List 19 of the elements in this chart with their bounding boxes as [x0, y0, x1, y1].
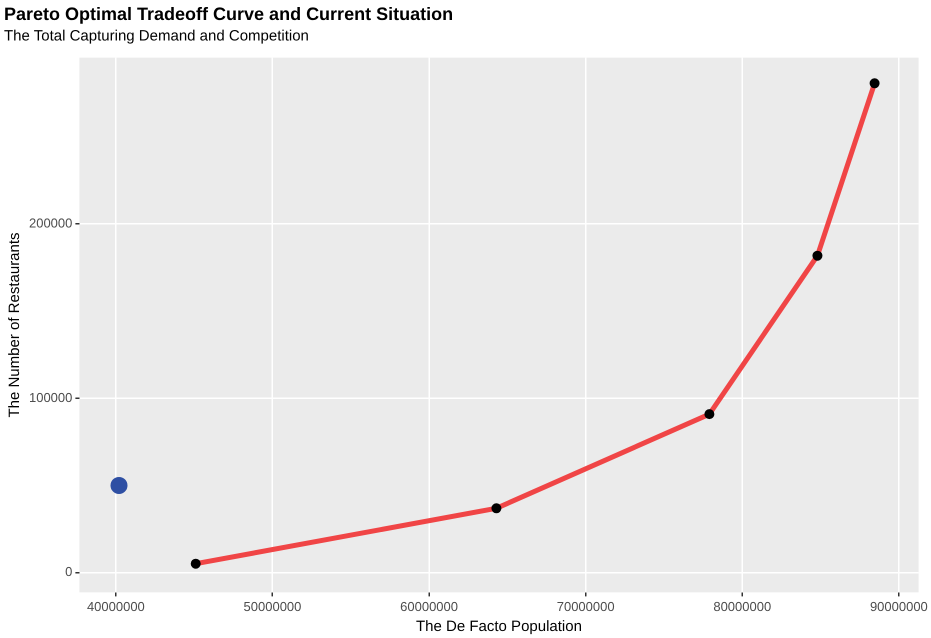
chart-title: Pareto Optimal Tradeoff Curve and Current Situation — [4, 4, 454, 24]
x-tick-label: 80000000 — [713, 598, 772, 614]
x-tick-label: 90000000 — [870, 598, 928, 614]
y-axis-title: The Number of Restaurants — [6, 232, 24, 418]
x-axis-title: The De Facto Population — [416, 618, 582, 636]
point — [704, 409, 714, 420]
point — [812, 250, 822, 261]
point — [110, 476, 128, 494]
x-tick-label: 40000000 — [86, 598, 145, 614]
x-tick-label: 60000000 — [400, 598, 458, 614]
y-tick-label: 0 — [65, 564, 72, 580]
x-tick-label: 70000000 — [556, 598, 615, 614]
point — [491, 503, 502, 514]
y-tick-label: 100000 — [28, 390, 72, 405]
x-tick-label: 50000000 — [244, 598, 302, 614]
point — [190, 558, 201, 569]
y-tick-label: 200000 — [28, 216, 72, 231]
chart-subtitle: The Total Capturing Demand and Competition — [4, 28, 309, 45]
point — [870, 78, 880, 88]
